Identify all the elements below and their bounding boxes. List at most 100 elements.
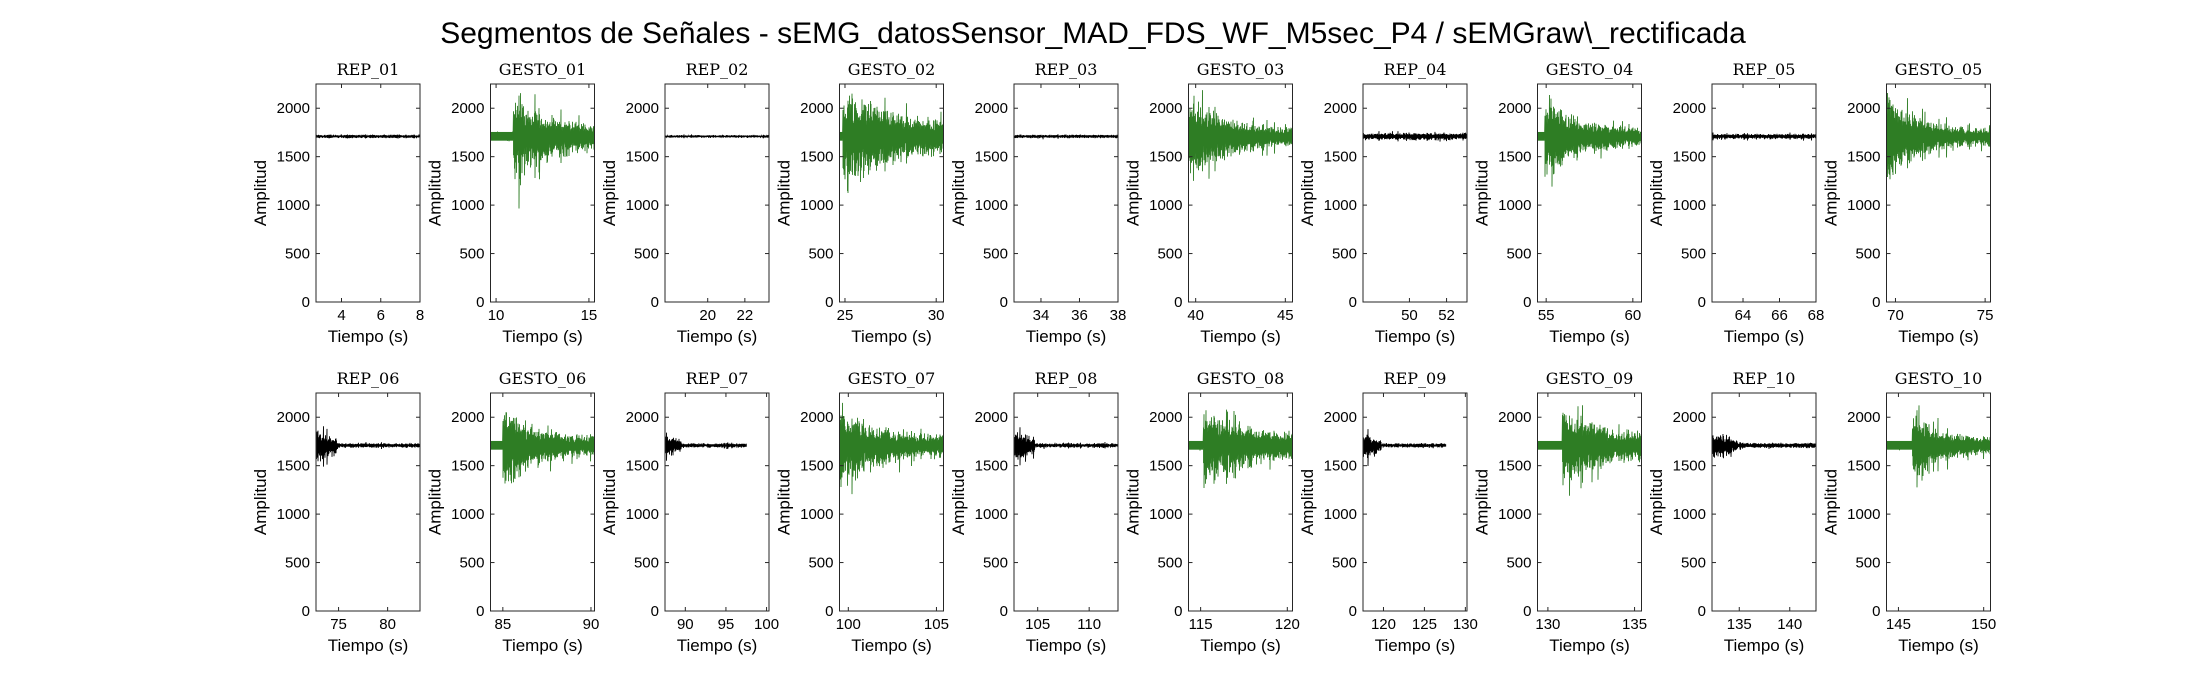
signal-trace — [315, 426, 421, 467]
y-tick-label: 2000 — [975, 409, 1008, 426]
subplot-title: REP_08 — [1035, 369, 1098, 388]
x-tick-label: 38 — [1110, 307, 1127, 324]
y-tick-label: 1000 — [1847, 506, 1880, 523]
subplot-title: GESTO_08 — [1197, 369, 1285, 388]
axes-box — [1188, 83, 1293, 303]
y-axis-label: Amplitud — [1647, 160, 1666, 226]
signal-trace — [664, 432, 747, 461]
x-tick-label: 20 — [699, 307, 716, 324]
y-tick-label: 0 — [1523, 294, 1531, 311]
x-tick-label: 55 — [1538, 307, 1555, 324]
y-tick-label: 1000 — [451, 197, 484, 214]
y-tick-label: 1000 — [1324, 197, 1357, 214]
y-tick-label: 0 — [1698, 603, 1706, 620]
y-axis-label: Amplitud — [1298, 160, 1317, 226]
signal-trace — [1886, 92, 1991, 180]
y-tick-label: 500 — [634, 246, 659, 263]
y-tick-label: 0 — [825, 294, 833, 311]
y-tick-label: 1500 — [975, 149, 1008, 166]
x-axis-label: Tiempo (s) — [1200, 636, 1281, 655]
subplot-rep-02: REP_02 0 500 1000 1500 2000 20 22 Tiempo (s) Ampl… — [600, 60, 770, 346]
signal-trace — [839, 402, 944, 495]
y-tick-label: 0 — [1174, 603, 1182, 620]
y-tick-label: 2000 — [1847, 100, 1880, 117]
y-tick-label: 2000 — [1149, 100, 1182, 117]
subplot-title: REP_01 — [337, 60, 400, 79]
x-tick-label: 110 — [1077, 616, 1101, 633]
y-tick-label: 1000 — [277, 506, 310, 523]
y-tick-label: 1000 — [975, 197, 1008, 214]
subplot-title: GESTO_02 — [848, 60, 936, 79]
axes-box — [1711, 392, 1817, 612]
x-tick-label: 115 — [1189, 616, 1213, 633]
x-tick-label: 80 — [379, 616, 396, 633]
y-tick-label: 2000 — [626, 409, 659, 426]
y-tick-label: 1000 — [1673, 506, 1706, 523]
signal-trace — [1537, 405, 1642, 496]
y-tick-label: 0 — [302, 603, 310, 620]
y-tick-label: 0 — [476, 603, 484, 620]
x-tick-label: 68 — [1808, 307, 1825, 324]
y-tick-label: 1000 — [1498, 506, 1531, 523]
axes-box — [664, 83, 770, 303]
y-tick-label: 0 — [476, 294, 484, 311]
y-tick-label: 1500 — [1498, 458, 1531, 475]
y-tick-label: 1500 — [277, 149, 310, 166]
y-axis-label: Amplitud — [1473, 160, 1492, 226]
y-tick-label: 500 — [1157, 555, 1182, 572]
axes-box — [490, 392, 595, 612]
subplot-title: GESTO_05 — [1895, 60, 1983, 79]
x-tick-label: 22 — [737, 307, 754, 324]
y-tick-label: 0 — [1000, 603, 1008, 620]
x-axis-label: Tiempo (s) — [328, 636, 409, 655]
y-tick-label: 1000 — [975, 506, 1008, 523]
axes-box — [664, 392, 770, 612]
y-axis-label: Amplitud — [1298, 469, 1317, 535]
y-tick-label: 1500 — [1847, 458, 1880, 475]
subplot-gesto-10: GESTO_10 0 500 1000 1500 2000 145 150 Tiempo (s)… — [1822, 369, 1997, 655]
y-tick-label: 2000 — [626, 100, 659, 117]
y-tick-label: 500 — [459, 555, 484, 572]
subplot-rep-07: REP_07 0 500 1000 1500 2000 90 95 100 Tiempo (s) A… — [600, 369, 779, 655]
y-axis-label: Amplitud — [251, 469, 270, 535]
axes-box — [1013, 392, 1119, 612]
x-tick-label: 135 — [1622, 616, 1647, 633]
y-axis-label: Amplitud — [775, 160, 794, 226]
y-tick-label: 500 — [1157, 246, 1182, 263]
subplot-title: REP_04 — [1384, 60, 1447, 79]
axes-box — [1013, 83, 1119, 303]
x-tick-label: 75 — [1977, 307, 1994, 324]
axes-box — [1537, 392, 1642, 612]
x-tick-label: 45 — [1277, 307, 1294, 324]
y-tick-label: 1000 — [626, 197, 659, 214]
x-axis-label: Tiempo (s) — [502, 327, 583, 346]
x-axis-label: Tiempo (s) — [1724, 636, 1805, 655]
y-tick-label: 1000 — [1149, 197, 1182, 214]
x-axis-label: Tiempo (s) — [851, 327, 932, 346]
y-tick-label: 0 — [651, 603, 659, 620]
y-axis-label: Amplitud — [1647, 469, 1666, 535]
y-axis-label: Amplitud — [1822, 160, 1841, 226]
y-tick-label: 500 — [1855, 246, 1880, 263]
x-tick-label: 150 — [1971, 616, 1996, 633]
x-tick-label: 64 — [1735, 307, 1752, 324]
y-tick-label: 1500 — [626, 149, 659, 166]
signal-trace — [1362, 131, 1468, 142]
y-tick-label: 1000 — [1498, 197, 1531, 214]
x-tick-label: 105 — [1025, 616, 1050, 633]
y-tick-label: 1000 — [626, 506, 659, 523]
x-tick-label: 30 — [928, 307, 945, 324]
y-tick-label: 1000 — [800, 197, 833, 214]
y-tick-label: 1500 — [1847, 149, 1880, 166]
x-tick-label: 70 — [1887, 307, 1904, 324]
y-tick-label: 1500 — [451, 458, 484, 475]
y-tick-label: 1500 — [975, 458, 1008, 475]
subplot-title: GESTO_01 — [499, 60, 587, 79]
x-axis-label: Tiempo (s) — [1026, 327, 1107, 346]
y-tick-label: 0 — [1000, 294, 1008, 311]
y-tick-label: 2000 — [1498, 100, 1531, 117]
y-tick-label: 500 — [983, 246, 1008, 263]
subplot-title: GESTO_10 — [1895, 369, 1983, 388]
